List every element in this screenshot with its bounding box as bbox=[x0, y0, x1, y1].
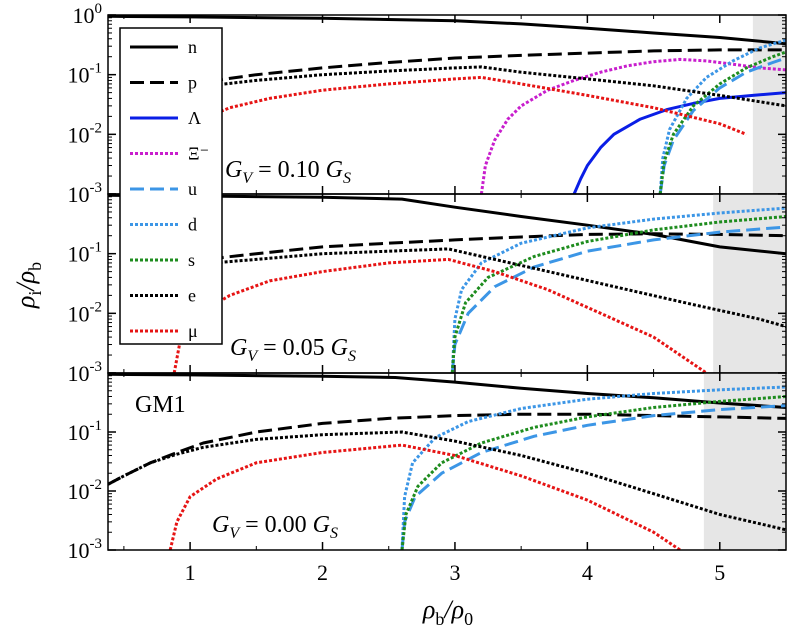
series-lambda bbox=[572, 91, 786, 194]
panel-annotation: GV = 0.05 GS bbox=[230, 335, 356, 365]
legend-label-lambda: Λ bbox=[188, 108, 201, 128]
y-tick-label: 10-3 bbox=[68, 180, 103, 207]
panel-1: 100 10-1 10-2 10-3 GV = 0.10 GS bbox=[68, 1, 787, 207]
series-group bbox=[108, 373, 786, 550]
legend-label-mu: μ bbox=[188, 321, 198, 341]
legend-label-xi: Ξ⁻ bbox=[188, 144, 209, 164]
y-tick-label: 10-1 bbox=[68, 61, 103, 88]
x-tick-label: 2 bbox=[317, 560, 328, 585]
x-tick-label: 3 bbox=[449, 560, 460, 585]
series-e bbox=[169, 65, 786, 108]
series-mu bbox=[175, 75, 747, 136]
legend-label-n: n bbox=[188, 37, 197, 57]
panel-frame bbox=[107, 372, 787, 551]
legend-label-d: d bbox=[188, 215, 197, 235]
y-tick-label: 10-3 bbox=[68, 359, 103, 386]
y-axis-title: ρi/ρb bbox=[11, 262, 45, 309]
y-tick-label: 100 bbox=[73, 1, 103, 28]
x-tick-label: 4 bbox=[582, 560, 593, 585]
y-tick-label: 10-2 bbox=[68, 299, 103, 326]
y-tick-label: 10-3 bbox=[68, 536, 103, 563]
y-tick-label: 10-1 bbox=[68, 240, 103, 267]
series-d bbox=[450, 206, 786, 373]
series-n bbox=[108, 15, 786, 46]
panel-annotation: GV = 0.10 GS bbox=[225, 157, 351, 187]
legend-label-p: p bbox=[188, 73, 197, 93]
series-e bbox=[169, 247, 786, 329]
panel-annotation: GV = 0.00 GS bbox=[212, 512, 338, 542]
series-p bbox=[169, 232, 786, 267]
series-mu bbox=[168, 443, 681, 550]
series-s bbox=[450, 215, 786, 373]
y-tick-label: 10-2 bbox=[68, 477, 103, 504]
legend-label-s: s bbox=[188, 250, 195, 270]
series-p bbox=[169, 48, 786, 92]
series-d bbox=[400, 385, 786, 550]
y-tick-label: 10-2 bbox=[68, 120, 103, 147]
x-tick-label: 1 bbox=[185, 560, 196, 585]
legend-box bbox=[119, 27, 223, 345]
series-e bbox=[108, 430, 786, 532]
series-d bbox=[658, 38, 786, 194]
series-s bbox=[658, 50, 786, 194]
y-tick-label: 10-1 bbox=[68, 418, 103, 445]
x-axis-title: ρb/ρ0 bbox=[422, 595, 473, 628]
legend-label-e: e bbox=[188, 286, 196, 306]
series-p bbox=[108, 412, 786, 486]
panel-3: 10-1 10-2 10-3 GV = 0.00 GS GM1 bbox=[68, 372, 787, 563]
legend-label-u: u bbox=[188, 179, 197, 199]
series-xi bbox=[479, 57, 786, 194]
series-u bbox=[658, 56, 786, 194]
series-group bbox=[108, 15, 786, 194]
shaded-region bbox=[713, 194, 786, 373]
x-tick-label: 5 bbox=[714, 560, 725, 585]
series-s bbox=[400, 395, 786, 550]
series-u bbox=[400, 404, 786, 550]
model-label: GM1 bbox=[135, 392, 186, 418]
